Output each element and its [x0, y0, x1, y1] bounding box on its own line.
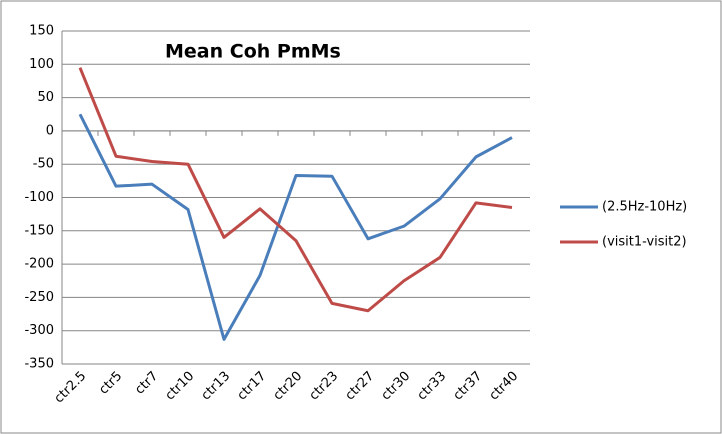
chart-title: Mean Coh PmMs — [165, 41, 341, 63]
y-tick-label: -200 — [24, 257, 54, 272]
y-tick-label: 100 — [29, 57, 54, 72]
line-series — [78, 67, 513, 313]
line-series — [78, 113, 513, 341]
y-tick-label: 0 — [46, 123, 54, 138]
y-tick-label: 150 — [29, 24, 54, 39]
y-tick-label: -300 — [24, 323, 54, 338]
y-tick-label: -350 — [24, 357, 54, 372]
y-tick-label: -100 — [24, 190, 54, 205]
y-tick-label: -50 — [33, 157, 54, 172]
y-tick-label: 50 — [37, 90, 54, 105]
legend-label: (2.5Hz-10Hz) — [602, 200, 687, 215]
y-tick-label: -150 — [24, 223, 54, 238]
legend-label: (visit1-visit2) — [602, 235, 687, 250]
y-tick-label: -250 — [24, 290, 54, 305]
